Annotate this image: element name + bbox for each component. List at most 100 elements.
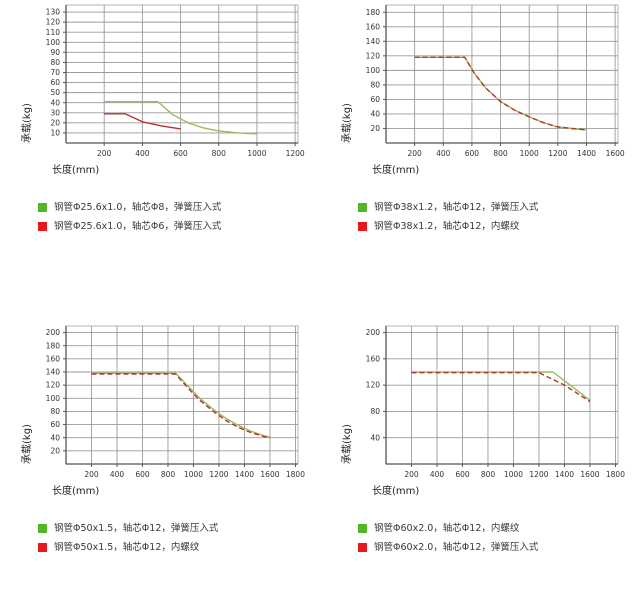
svg-text:100: 100 [46, 38, 61, 47]
svg-text:180: 180 [366, 8, 381, 17]
svg-text:1400: 1400 [555, 470, 574, 479]
legend-item: 钢管Φ38x1.2，轴芯Φ12，弹簧压入式 [358, 202, 640, 213]
svg-text:1200: 1200 [529, 470, 548, 479]
svg-text:1200: 1200 [209, 470, 228, 479]
svg-text:200: 200 [97, 149, 112, 158]
legend-item: 钢管Φ50x1.5，轴芯Φ12，弹簧压入式 [38, 523, 320, 534]
chart-legend: 钢管Φ50x1.5，轴芯Φ12，弹簧压入式 钢管Φ50x1.5，轴芯Φ12，内螺… [38, 523, 320, 553]
legend-item: 钢管Φ50x1.5，轴芯Φ12，内螺纹 [38, 542, 320, 553]
svg-text:200: 200 [407, 149, 422, 158]
svg-text:40: 40 [370, 433, 380, 442]
legend-label: 钢管Φ60x2.0，轴芯Φ12，弹簧压入式 [374, 542, 539, 553]
svg-text:60: 60 [370, 95, 380, 104]
load-vs-length-chart-3: 20 40 60 80 100 120 140 160 180 200 200 400 600 800 10… [21, 325, 305, 497]
svg-text:承载(kg): 承载(kg) [21, 103, 33, 143]
svg-text:400: 400 [430, 470, 445, 479]
svg-text:110: 110 [46, 28, 61, 37]
legend-item: 钢管Φ38x1.2，轴芯Φ12，内螺纹 [358, 221, 640, 232]
svg-text:1800: 1800 [606, 470, 625, 479]
svg-text:200: 200 [366, 328, 381, 337]
svg-text:长度(mm): 长度(mm) [52, 484, 99, 497]
svg-text:1000: 1000 [520, 149, 539, 158]
svg-text:20: 20 [50, 446, 60, 455]
svg-text:120: 120 [366, 51, 381, 60]
svg-text:800: 800 [481, 470, 496, 479]
svg-text:20: 20 [50, 118, 60, 127]
svg-text:800: 800 [212, 149, 227, 158]
svg-text:400: 400 [436, 149, 451, 158]
svg-text:80: 80 [50, 58, 60, 67]
legend-label: 钢管Φ38x1.2，轴芯Φ12，内螺纹 [374, 221, 520, 232]
chart-legend: 钢管Φ60x2.0，轴芯Φ12，内螺纹 钢管Φ60x2.0，轴芯Φ12，弹簧压入… [358, 523, 640, 553]
svg-text:600: 600 [455, 470, 470, 479]
svg-text:1000: 1000 [247, 149, 266, 158]
svg-text:1200: 1200 [548, 149, 567, 158]
svg-text:120: 120 [46, 18, 61, 27]
svg-text:160: 160 [366, 354, 381, 363]
svg-text:40: 40 [50, 433, 60, 442]
svg-text:50: 50 [50, 88, 60, 97]
svg-text:承载(kg): 承载(kg) [21, 424, 33, 464]
chart-group-50-tube: 20 40 60 80 100 120 140 160 180 200 200 400 600 800 10… [0, 321, 320, 599]
svg-text:90: 90 [50, 48, 60, 57]
svg-text:60: 60 [50, 78, 60, 87]
legend-label: 钢管Φ50x1.5，轴芯Φ12，弹簧压入式 [54, 523, 219, 534]
svg-text:100: 100 [366, 66, 381, 75]
legend-item: 钢管Φ60x2.0，轴芯Φ12，内螺纹 [358, 523, 640, 534]
legend-item: 钢管Φ60x2.0，轴芯Φ12，弹簧压入式 [358, 542, 640, 553]
load-vs-length-chart-4: 40 80 120 160 200 200 400 600 800 1000 1200 1400 160… [341, 325, 625, 497]
svg-text:10: 10 [50, 129, 60, 138]
legend-label: 钢管Φ50x1.5，轴芯Φ12，内螺纹 [54, 542, 200, 553]
svg-text:1400: 1400 [577, 149, 596, 158]
svg-text:120: 120 [366, 381, 381, 390]
svg-text:承载(kg): 承载(kg) [341, 424, 353, 464]
legend-swatch-green [38, 524, 47, 533]
legend-swatch-green [38, 203, 47, 212]
legend-label: 钢管Φ60x2.0，轴芯Φ12，内螺纹 [374, 523, 520, 534]
svg-text:60: 60 [50, 420, 60, 429]
svg-text:140: 140 [46, 368, 61, 377]
legend-label: 钢管Φ38x1.2，轴芯Φ12，弹簧压入式 [374, 202, 539, 213]
svg-text:200: 200 [404, 470, 419, 479]
legend-swatch-green [358, 203, 367, 212]
chart-group-60-tube: 40 80 120 160 200 200 400 600 800 1000 1200 1400 160… [320, 321, 640, 599]
svg-text:400: 400 [110, 470, 125, 479]
legend-label: 钢管Φ25.6x1.0，轴芯Φ8，弹簧压入式 [54, 202, 222, 213]
svg-text:70: 70 [50, 68, 60, 77]
legend-swatch-red [358, 543, 367, 552]
svg-text:200: 200 [46, 328, 61, 337]
svg-text:1600: 1600 [580, 470, 599, 479]
svg-text:1200: 1200 [286, 149, 305, 158]
legend-item: 钢管Φ25.6x1.0，轴芯Φ8，弹簧压入式 [38, 202, 320, 213]
svg-text:600: 600 [173, 149, 188, 158]
svg-text:160: 160 [46, 354, 61, 363]
svg-text:200: 200 [84, 470, 99, 479]
svg-text:20: 20 [370, 124, 380, 133]
svg-text:80: 80 [50, 407, 60, 416]
svg-text:400: 400 [135, 149, 150, 158]
legend-swatch-red [38, 543, 47, 552]
svg-text:130: 130 [46, 8, 61, 17]
svg-text:800: 800 [493, 149, 508, 158]
svg-text:1000: 1000 [184, 470, 203, 479]
svg-text:长度(mm): 长度(mm) [372, 484, 419, 497]
svg-text:80: 80 [370, 80, 380, 89]
legend-swatch-green [358, 524, 367, 533]
svg-text:80: 80 [370, 407, 380, 416]
svg-text:1400: 1400 [235, 470, 254, 479]
svg-text:1800: 1800 [286, 470, 305, 479]
svg-text:160: 160 [366, 22, 381, 31]
legend-label: 钢管Φ25.6x1.0，轴芯Φ6，弹簧压入式 [54, 221, 222, 232]
svg-text:600: 600 [135, 470, 150, 479]
svg-text:1600: 1600 [606, 149, 625, 158]
chart-group-25.6-tube: 10 20 30 40 50 60 70 80 90 100 110 120 130 200 400 600 8… [0, 0, 320, 278]
svg-text:100: 100 [46, 394, 61, 403]
svg-text:长度(mm): 长度(mm) [52, 163, 99, 176]
svg-text:120: 120 [46, 381, 61, 390]
svg-text:1600: 1600 [260, 470, 279, 479]
chart-legend: 钢管Φ25.6x1.0，轴芯Φ8，弹簧压入式 钢管Φ25.6x1.0，轴芯Φ6，… [38, 202, 320, 232]
svg-text:承载(kg): 承载(kg) [341, 103, 353, 143]
svg-text:800: 800 [161, 470, 176, 479]
svg-text:140: 140 [366, 37, 381, 46]
